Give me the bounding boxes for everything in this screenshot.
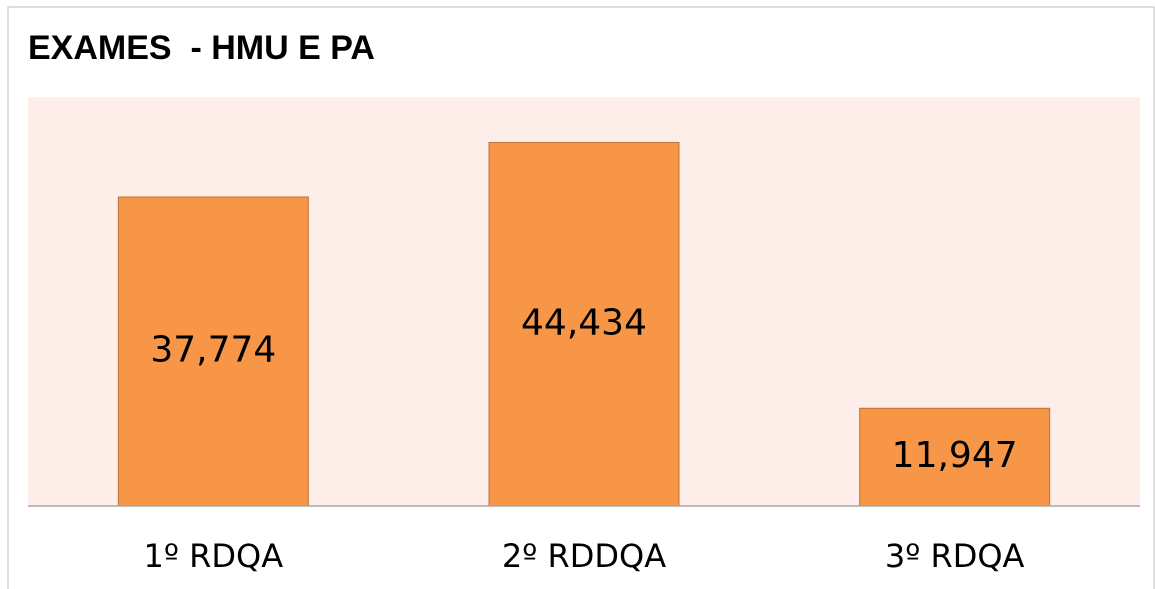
data-label: 37,774 bbox=[150, 330, 276, 371]
data-label: 44,434 bbox=[521, 302, 647, 343]
bar bbox=[859, 407, 1051, 507]
bar bbox=[488, 142, 680, 507]
chart-title: EXAMES - HMU E PA bbox=[28, 29, 375, 67]
x-tick-label: 3º RDQA bbox=[885, 537, 1025, 575]
x-tick-label: 2º RDDQA bbox=[502, 537, 666, 575]
x-tick-label: 1º RDQA bbox=[144, 537, 284, 575]
data-label: 11,947 bbox=[892, 435, 1018, 476]
